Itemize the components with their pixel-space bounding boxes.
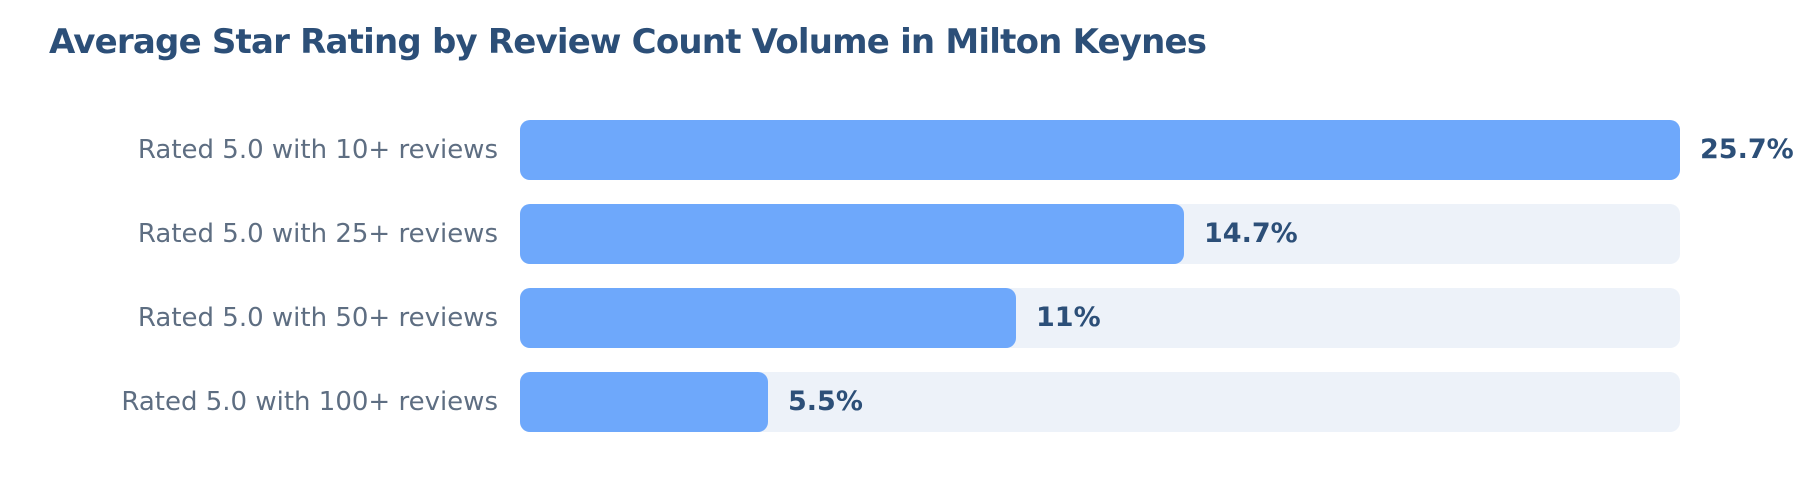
value-label: 11%	[1036, 302, 1101, 333]
value-label: 5.5%	[788, 386, 863, 417]
bar	[520, 204, 1184, 264]
category-label: Rated 5.0 with 100+ reviews	[121, 387, 498, 417]
bar-row: Rated 5.0 with 50+ reviews 11%	[0, 288, 1800, 348]
bar-row: Rated 5.0 with 25+ reviews 14.7%	[0, 204, 1800, 264]
value-label: 25.7%	[1700, 134, 1794, 165]
bar	[520, 288, 1016, 348]
bar-track	[520, 372, 1680, 432]
bar-row: Rated 5.0 with 10+ reviews 25.7%	[0, 120, 1800, 180]
bar-track	[520, 120, 1680, 180]
value-label: 14.7%	[1204, 218, 1298, 249]
bar	[520, 120, 1680, 180]
category-label: Rated 5.0 with 10+ reviews	[137, 135, 498, 165]
category-label: Rated 5.0 with 50+ reviews	[137, 303, 498, 333]
bar-track	[520, 204, 1680, 264]
chart-title: Average Star Rating by Review Count Volu…	[49, 22, 1207, 62]
category-label: Rated 5.0 with 25+ reviews	[137, 219, 498, 249]
bar-row: Rated 5.0 with 100+ reviews 5.5%	[0, 372, 1800, 432]
bar-track	[520, 288, 1680, 348]
bar	[520, 372, 768, 432]
